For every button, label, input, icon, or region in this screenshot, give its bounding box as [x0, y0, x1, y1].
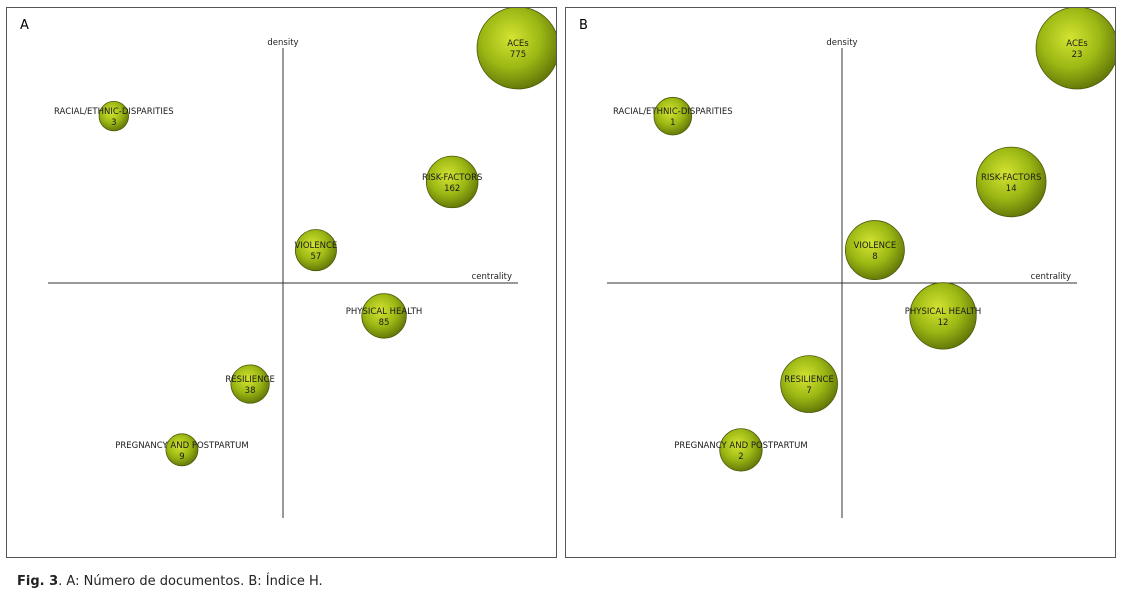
bubble-value: 3	[111, 118, 116, 128]
bubble-value: 2	[738, 452, 743, 462]
bubble-label: RISK-FACTORS	[422, 173, 482, 183]
bubble-value: 1	[670, 118, 675, 128]
bubble-value: 57	[310, 252, 321, 262]
chart-panel-b: B centrality density ACEs 23 RACIAL/ETHNIC-D…	[565, 7, 1116, 558]
bubble-circle	[425, 155, 479, 209]
caption-label: Fig. 3	[17, 574, 59, 589]
bubble-label: RESILIENCE	[784, 375, 833, 385]
bubble-value: 14	[1006, 184, 1017, 194]
bubble-circle	[98, 101, 129, 132]
bubble-label: RISK-FACTORS	[981, 173, 1041, 183]
bubble-value: 23	[1072, 50, 1083, 60]
x-axis-label: centrality	[1031, 272, 1071, 282]
bubble-value: 775	[510, 50, 526, 60]
bubble-label: PREGNANCY AND POSTPARTUM	[674, 441, 807, 451]
figure-caption: Fig. 3. A: Número de documentos. B: Índi…	[17, 574, 323, 589]
x-axis-label: centrality	[472, 272, 512, 282]
bubble-label: VIOLENCE	[295, 241, 338, 251]
bubble-circle	[230, 364, 270, 404]
bubble-label: PREGNANCY AND POSTPARTUM	[115, 441, 248, 451]
bubble-label: PHYSICAL HEALTH	[346, 307, 423, 317]
bubble-circle	[780, 355, 838, 413]
bubble-label: ACEs	[507, 39, 529, 49]
bubble-circle	[294, 229, 337, 272]
bubble-value: 85	[379, 318, 390, 328]
bubble-label: RESILIENCE	[225, 375, 274, 385]
bubble-value: 162	[444, 184, 460, 194]
bubble-circle	[1035, 8, 1115, 90]
bubble-value: 9	[179, 452, 184, 462]
bubble-label: RACIAL/ETHNIC-DISPARITIES	[613, 107, 733, 117]
bubble-circle	[165, 433, 199, 467]
bubble-label: PHYSICAL HEALTH	[905, 307, 982, 317]
bubble-circle	[361, 293, 407, 339]
panel-label: A	[20, 18, 29, 33]
y-axis-label: density	[826, 38, 857, 48]
caption-text: . A: Número de documentos. B: Índice H.	[58, 574, 323, 589]
bubble-label: VIOLENCE	[854, 241, 897, 251]
panel-label: B	[579, 18, 588, 33]
bubble-label: RACIAL/ETHNIC-DISPARITIES	[54, 107, 174, 117]
bubble-value: 7	[806, 386, 811, 396]
chart-panel-a: A centrality density ACEs 775 RACIAL/ETHNIC-…	[6, 7, 557, 558]
bubble-circle	[653, 96, 693, 136]
bubble-circle	[844, 220, 905, 281]
bubble-circle	[909, 282, 977, 350]
bubble-circle	[719, 428, 763, 472]
bubble-circle	[975, 146, 1047, 218]
bubble-value: 8	[872, 252, 877, 262]
bubble-circle	[476, 8, 556, 90]
bubble-label: ACEs	[1066, 39, 1088, 49]
bubble-value: 38	[245, 386, 256, 396]
bubble-value: 12	[938, 318, 949, 328]
y-axis-label: density	[267, 38, 298, 48]
